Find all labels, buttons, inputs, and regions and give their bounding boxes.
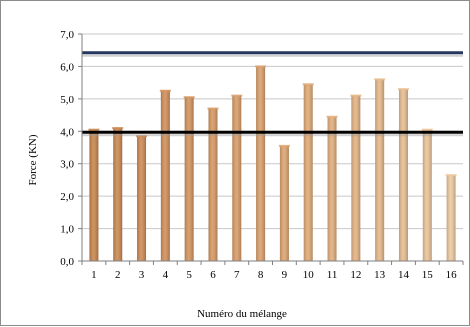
bar-cap xyxy=(278,144,290,147)
x-tick-label: 1 xyxy=(91,269,97,281)
bar-shading xyxy=(256,66,266,261)
x-tick-label: 16 xyxy=(446,269,458,281)
bar-shading xyxy=(137,136,147,261)
x-tick-label: 12 xyxy=(350,269,361,281)
bar-cap xyxy=(350,94,362,97)
y-tick-label: 7,0 xyxy=(60,29,74,41)
y-tick-label: 6,0 xyxy=(60,61,74,73)
y-tick-label: 0,0 xyxy=(60,256,74,268)
x-tick-label: 10 xyxy=(303,269,315,281)
bar-shading xyxy=(375,79,385,262)
tick-labels: 0,01,02,03,04,05,06,07,01 2 3 4 5 6 7 8 9 10 11 12 1… xyxy=(60,29,457,281)
bar-shading xyxy=(232,95,242,261)
bar-shading xyxy=(351,95,361,261)
x-tick-label: 7 xyxy=(234,269,240,281)
y-tick-label: 4,0 xyxy=(60,126,74,138)
bar-cap xyxy=(374,78,386,81)
bar-cap xyxy=(183,96,195,99)
bar-shading xyxy=(160,90,170,261)
x-tick-label: 4 xyxy=(163,269,169,281)
bar-cap xyxy=(445,174,457,177)
bar-shading xyxy=(208,108,218,261)
x-tick-label: 9 xyxy=(282,269,288,281)
bars xyxy=(88,65,457,262)
bar-shading xyxy=(89,129,99,261)
bar-cap xyxy=(136,135,148,138)
bar-shading xyxy=(113,128,123,261)
axes xyxy=(78,33,464,265)
bar-cap xyxy=(421,128,433,131)
bar-shading xyxy=(398,89,408,261)
bar-shading xyxy=(446,175,456,261)
bar-shading xyxy=(303,84,313,261)
bar-cap xyxy=(207,107,219,110)
bar-shading xyxy=(184,97,194,261)
x-tick-label: 15 xyxy=(422,269,434,281)
y-tick-label: 2,0 xyxy=(60,191,74,203)
x-tick-label: 5 xyxy=(186,269,192,281)
x-tick-label: 2 xyxy=(115,269,121,281)
reference-lines xyxy=(82,51,463,137)
bar-cap xyxy=(112,127,124,130)
bar-cap xyxy=(231,94,243,97)
bar-cap xyxy=(255,65,267,68)
bar-shading xyxy=(279,145,289,261)
x-tick-label: 13 xyxy=(374,269,386,281)
y-tick-label: 1,0 xyxy=(60,224,74,236)
y-axis-title: Force (KN) xyxy=(27,134,39,185)
bar-shading xyxy=(327,116,337,261)
y-tick-label: 5,0 xyxy=(60,94,74,106)
bar-cap xyxy=(302,83,314,86)
x-tick-label: 14 xyxy=(398,269,410,281)
bar-cap xyxy=(397,88,409,91)
x-tick-label: 11 xyxy=(327,269,338,281)
bar-cap xyxy=(159,89,171,92)
bar-cap xyxy=(326,115,338,118)
x-tick-label: 6 xyxy=(210,269,216,281)
bar-cap xyxy=(88,128,100,131)
y-tick-label: 3,0 xyxy=(60,159,74,171)
x-tick-label: 3 xyxy=(139,269,145,281)
x-tick-label: 8 xyxy=(258,269,264,281)
x-axis-title: Numéro du mélange xyxy=(197,308,287,320)
bar-shading xyxy=(422,129,432,261)
